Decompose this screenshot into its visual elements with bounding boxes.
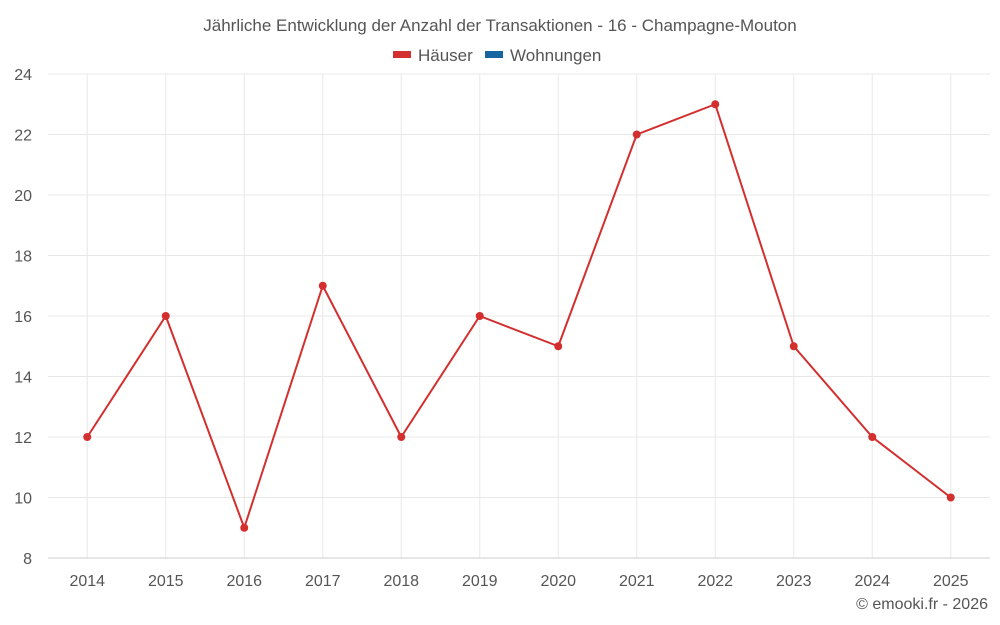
- x-tick-label: 2017: [305, 573, 341, 590]
- data-point[interactable]: [946, 493, 955, 502]
- legend-item-wohnungen[interactable]: Wohnungen: [485, 46, 601, 65]
- legend-item-haeuser[interactable]: Häuser: [393, 46, 473, 65]
- series-lines: [86, 103, 952, 529]
- legend-label-wohnungen: Wohnungen: [510, 46, 601, 65]
- data-point[interactable]: [711, 100, 720, 109]
- x-tick-label: 2014: [69, 573, 105, 590]
- y-tick-label: 10: [14, 491, 32, 508]
- x-tick-label: 2024: [854, 573, 890, 590]
- x-tick-label: 2025: [933, 573, 969, 590]
- x-tick-label: 2023: [776, 573, 812, 590]
- chart-title: Jährliche Entwicklung der Anzahl der Tra…: [203, 16, 796, 35]
- y-tick-label: 12: [14, 430, 32, 447]
- series-points: [83, 100, 955, 532]
- x-tick-label: 2018: [383, 573, 419, 590]
- x-tick-label: 2021: [619, 573, 655, 590]
- data-point[interactable]: [161, 312, 170, 320]
- credit-text: © emooki.fr - 2026: [856, 596, 988, 613]
- legend-label-haeuser: Häuser: [418, 46, 473, 65]
- x-tick-label: 2020: [540, 573, 576, 590]
- data-point[interactable]: [868, 433, 877, 441]
- data-point[interactable]: [632, 130, 641, 139]
- y-tick-label: 18: [14, 249, 32, 266]
- x-tick-label: 2019: [462, 573, 498, 590]
- legend: Häuser Wohnungen: [393, 46, 601, 65]
- y-tick-label: 20: [14, 188, 32, 205]
- y-tick-label: 24: [14, 67, 32, 84]
- data-point[interactable]: [240, 523, 249, 532]
- data-point[interactable]: [475, 312, 484, 320]
- y-axis-ticks: 8 10 12 14 16 18 20 22 24: [14, 67, 32, 568]
- legend-swatch-haeuser: [393, 51, 411, 58]
- y-tick-label: 14: [14, 370, 32, 387]
- data-point[interactable]: [789, 342, 798, 351]
- x-tick-label: 2022: [697, 573, 733, 590]
- data-point[interactable]: [397, 433, 406, 441]
- series-line-0: [86, 103, 952, 529]
- x-axis-ticks: 2014 2015 2016 2017 2018 2019 2020 2021 2022 2023…: [69, 573, 968, 590]
- data-point[interactable]: [554, 342, 563, 351]
- data-point[interactable]: [83, 433, 92, 441]
- y-gridlines: [48, 73, 990, 498]
- y-tick-label: 8: [23, 551, 32, 568]
- legend-swatch-wohnungen: [485, 51, 503, 58]
- x-tick-label: 2016: [226, 573, 262, 590]
- x-tick-label: 2015: [148, 573, 184, 590]
- y-tick-label: 22: [14, 128, 32, 145]
- y-tick-label: 16: [14, 309, 32, 326]
- data-point[interactable]: [318, 281, 327, 290]
